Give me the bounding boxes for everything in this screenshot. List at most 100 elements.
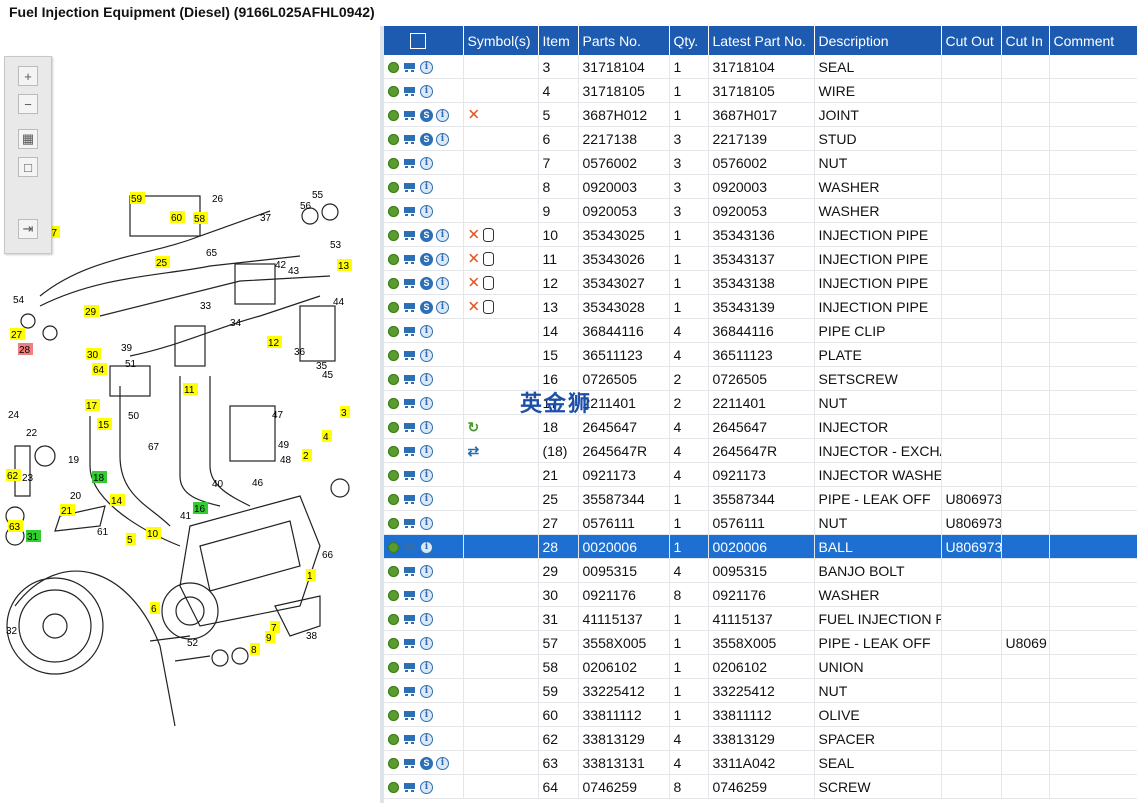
cart-icon[interactable] [402,470,417,481]
callout-58[interactable]: 58 [193,212,208,225]
callout-62[interactable]: 62 [6,469,21,482]
exploded-diagram[interactable]: 5960585725132927283064121117151418162110… [0,26,380,803]
cart-icon[interactable] [402,374,417,385]
table-row[interactable]: i 25 35587344 1 35587344 PIPE - LEAK OFF U8069… [384,486,1137,511]
callout-13[interactable]: 13 [337,259,352,272]
callout-14[interactable]: 14 [110,494,125,507]
callout-18[interactable]: 18 [92,471,107,484]
callout-16[interactable]: 16 [193,502,208,515]
table-row[interactable]: i 9 0920053 3 0920053 WASHER [384,198,1137,223]
cart-icon[interactable] [402,422,417,433]
info-icon[interactable]: i [420,61,433,75]
table-row[interactable]: i 29 0095315 4 0095315 BANJO BOLT [384,558,1137,583]
gear-icon[interactable] [388,614,399,626]
info-icon[interactable]: i [436,757,449,771]
gear-icon[interactable] [388,446,399,458]
column-header-symbols[interactable]: Symbol(s) [463,26,539,55]
gear-icon[interactable] [388,518,399,530]
cart-icon[interactable] [402,662,417,673]
gear-icon[interactable] [388,782,399,794]
table-row[interactable]: i 64 0746259 8 0746259 SCREW [384,774,1137,799]
info-icon[interactable]: i [436,229,449,243]
cart-icon[interactable] [402,566,417,577]
column-header-item[interactable]: Item [538,26,579,55]
table-row[interactable]: i 3 31718104 1 31718104 SEAL [384,55,1137,79]
table-row[interactable]: i 27 0576111 1 0576111 NUT U806973 [384,510,1137,535]
info-icon[interactable]: i [420,349,433,363]
callout-8[interactable]: 8 [250,643,260,656]
info-icon[interactable]: i [420,493,433,507]
gear-icon[interactable] [388,422,399,434]
cart-icon[interactable] [402,350,417,361]
info-icon[interactable]: i [420,373,433,387]
cart-icon[interactable] [402,686,417,697]
cart-icon[interactable] [402,134,417,145]
callout-1[interactable]: 1 [306,569,316,582]
table-row[interactable]: i 4 31718105 1 31718105 WIRE [384,78,1137,103]
info-icon[interactable]: i [420,781,433,795]
gear-icon[interactable] [388,62,399,74]
info-icon[interactable]: i [420,469,433,483]
table-row[interactable]: i 8 0920003 3 0920003 WASHER [384,174,1137,199]
table-row[interactable]: i 59 33225412 1 33225412 NUT [384,678,1137,703]
callout-11[interactable]: 11 [183,383,198,396]
gear-icon[interactable] [388,158,399,170]
gear-icon[interactable] [388,494,399,506]
s-badge-icon[interactable]: S [420,277,433,291]
callout-17[interactable]: 17 [85,399,100,412]
cart-icon[interactable] [402,62,417,73]
info-icon[interactable]: i [420,157,433,171]
cart-icon[interactable] [402,110,417,121]
column-header-cut-in[interactable]: Cut In [1001,26,1050,55]
cart-icon[interactable] [402,542,417,553]
gear-icon[interactable] [388,206,399,218]
info-icon[interactable]: i [436,109,449,123]
cart-icon[interactable] [402,158,417,169]
info-icon[interactable]: i [436,277,449,291]
cart-icon[interactable] [402,230,417,241]
table-row[interactable]: i 17 2211401 2 2211401 NUT [384,390,1137,415]
gear-icon[interactable] [388,302,399,314]
column-header-comment[interactable]: Comment [1049,26,1137,55]
callout-12[interactable]: 12 [267,336,282,349]
info-icon[interactable]: i [420,733,433,747]
cart-icon[interactable] [402,614,417,625]
callout-25[interactable]: 25 [155,256,170,269]
gear-icon[interactable] [388,182,399,194]
callout-28[interactable]: 28 [18,343,33,356]
gear-icon[interactable] [388,758,399,770]
info-icon[interactable]: i [420,541,433,555]
s-badge-icon[interactable]: S [420,301,433,315]
callout-10[interactable]: 10 [146,527,161,540]
gear-icon[interactable] [388,638,399,650]
gear-icon[interactable] [388,398,399,410]
cart-icon[interactable] [402,86,417,97]
gear-icon[interactable] [388,590,399,602]
gear-icon[interactable] [388,734,399,746]
gear-icon[interactable] [388,110,399,122]
zoom-in-button[interactable]: + [18,66,38,86]
s-badge-icon[interactable]: S [420,229,433,243]
cart-icon[interactable] [402,518,417,529]
info-icon[interactable]: i [420,85,433,99]
table-row[interactable]: i 57 3558X005 1 3558X005 PIPE - LEAK OFF U8069 [384,630,1137,655]
callout-27[interactable]: 27 [10,328,25,341]
gear-icon[interactable] [388,374,399,386]
table-row[interactable]: i 62 33813129 4 33813129 SPACER [384,726,1137,751]
table-row[interactable]: i ↻ 18 2645647 4 2645647 INJECTOR [384,414,1137,439]
cart-icon[interactable] [402,326,417,337]
info-icon[interactable]: i [420,325,433,339]
info-icon[interactable]: i [420,517,433,531]
table-row[interactable]: i 60 33811112 1 33811112 OLIVE [384,702,1137,727]
callout-63[interactable]: 63 [8,520,23,533]
info-icon[interactable]: i [420,613,433,627]
table-row[interactable]: i 14 36844116 4 36844116 PIPE CLIP [384,318,1137,343]
cart-icon[interactable] [402,638,417,649]
column-header-description[interactable]: Description [814,26,942,55]
cart-icon[interactable] [402,734,417,745]
gear-icon[interactable] [388,278,399,290]
